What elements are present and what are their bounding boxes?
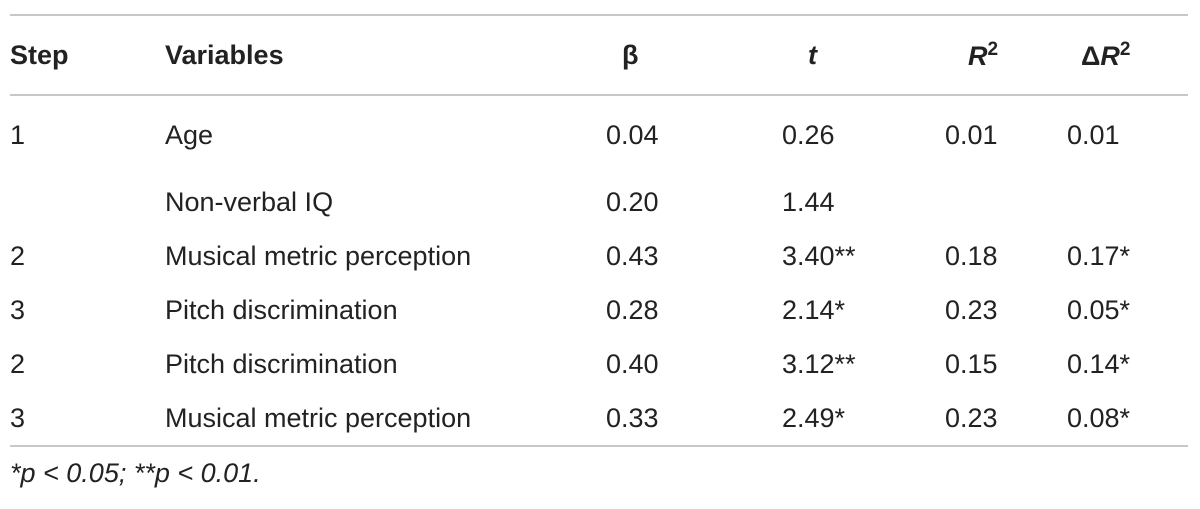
header-t: t xyxy=(782,16,932,94)
cell-beta: 0.40 xyxy=(606,348,659,379)
header-beta: β xyxy=(622,39,639,70)
cell-variable: Pitch discrimination xyxy=(165,348,398,379)
cell-t: 3.12** xyxy=(782,348,856,379)
header-r2-label: R xyxy=(968,40,988,71)
cell-step: 2 xyxy=(10,240,26,271)
cell-variable: Non-verbal IQ xyxy=(165,186,334,217)
header-t-label: t xyxy=(808,39,817,70)
cell-r2: 0.18 xyxy=(945,240,998,271)
cell-delta-r2: 0.01 xyxy=(1067,120,1120,150)
header-variables: Variables xyxy=(165,39,284,70)
cell-r2 xyxy=(932,175,1067,229)
cell-step: 3 xyxy=(10,402,26,433)
cell-r2: 0.23 xyxy=(945,294,998,325)
cell-delta-r2: 0.17* xyxy=(1067,240,1131,271)
table-row: 3 Pitch discrimination 0.28 2.14* 0.23 0… xyxy=(10,283,1188,337)
cell-r2: 0.15 xyxy=(945,348,998,379)
table-top-rule xyxy=(10,14,1188,16)
cell-delta-r2: 0.05* xyxy=(1067,294,1131,325)
table-footnote: *p < 0.05; **p < 0.01. xyxy=(10,458,261,488)
table-header-row: Step Variables β t R2 ΔR2 xyxy=(10,16,1188,94)
cell-t: 3.40** xyxy=(782,240,856,271)
cell-delta-r2: 0.14* xyxy=(1067,348,1131,379)
cell-variable: Musical metric perception xyxy=(165,240,472,271)
cell-t: 2.49* xyxy=(782,402,846,433)
cell-t: 0.26 xyxy=(782,120,835,150)
cell-t: 2.14* xyxy=(782,294,846,325)
table-row: 2 Musical metric perception 0.43 3.40** … xyxy=(10,229,1188,283)
header-r2-sup: 2 xyxy=(987,38,999,60)
cell-beta: 0.33 xyxy=(606,402,659,433)
header-delta-r2: ΔR2 xyxy=(1067,16,1188,94)
header-r2: R2 xyxy=(932,16,1067,94)
cell-variable: Musical metric perception xyxy=(165,402,472,433)
cell-r2: 0.01 xyxy=(945,120,998,150)
cell-beta: 0.04 xyxy=(606,120,659,150)
cell-beta: 0.28 xyxy=(606,294,659,325)
cell-delta-r2 xyxy=(1067,175,1188,229)
cell-r2: 0.23 xyxy=(945,402,998,433)
header-delta-symbol: Δ xyxy=(1081,40,1101,71)
table-row: Non-verbal IQ 0.20 1.44 xyxy=(10,175,1188,229)
cell-beta: 0.43 xyxy=(606,240,659,271)
regression-table: Step Variables β t R2 ΔR2 1 Age 0.04 0.2… xyxy=(10,16,1188,445)
header-step: Step xyxy=(10,39,69,70)
cell-step: 3 xyxy=(10,294,26,325)
cell-beta: 0.20 xyxy=(606,186,659,217)
table-row: 2 Pitch discrimination 0.40 3.12** 0.15 … xyxy=(10,337,1188,391)
header-delta-r2-label: R xyxy=(1100,40,1120,71)
cell-variable: Pitch discrimination xyxy=(165,294,398,325)
table-row: 3 Musical metric perception 0.33 2.49* 0… xyxy=(10,391,1188,445)
cell-variable: Age xyxy=(165,120,214,150)
table-row: 1 Age 0.04 0.26 0.01 0.01 xyxy=(10,94,1188,175)
table-header-rule xyxy=(10,94,1188,96)
cell-step: 1 xyxy=(10,120,26,150)
header-delta-r2-sup: 2 xyxy=(1119,38,1131,60)
cell-delta-r2: 0.08* xyxy=(1067,402,1131,433)
cell-t: 1.44 xyxy=(782,186,835,217)
cell-step xyxy=(10,175,165,229)
cell-step: 2 xyxy=(10,348,26,379)
table-bottom-rule xyxy=(10,445,1188,447)
